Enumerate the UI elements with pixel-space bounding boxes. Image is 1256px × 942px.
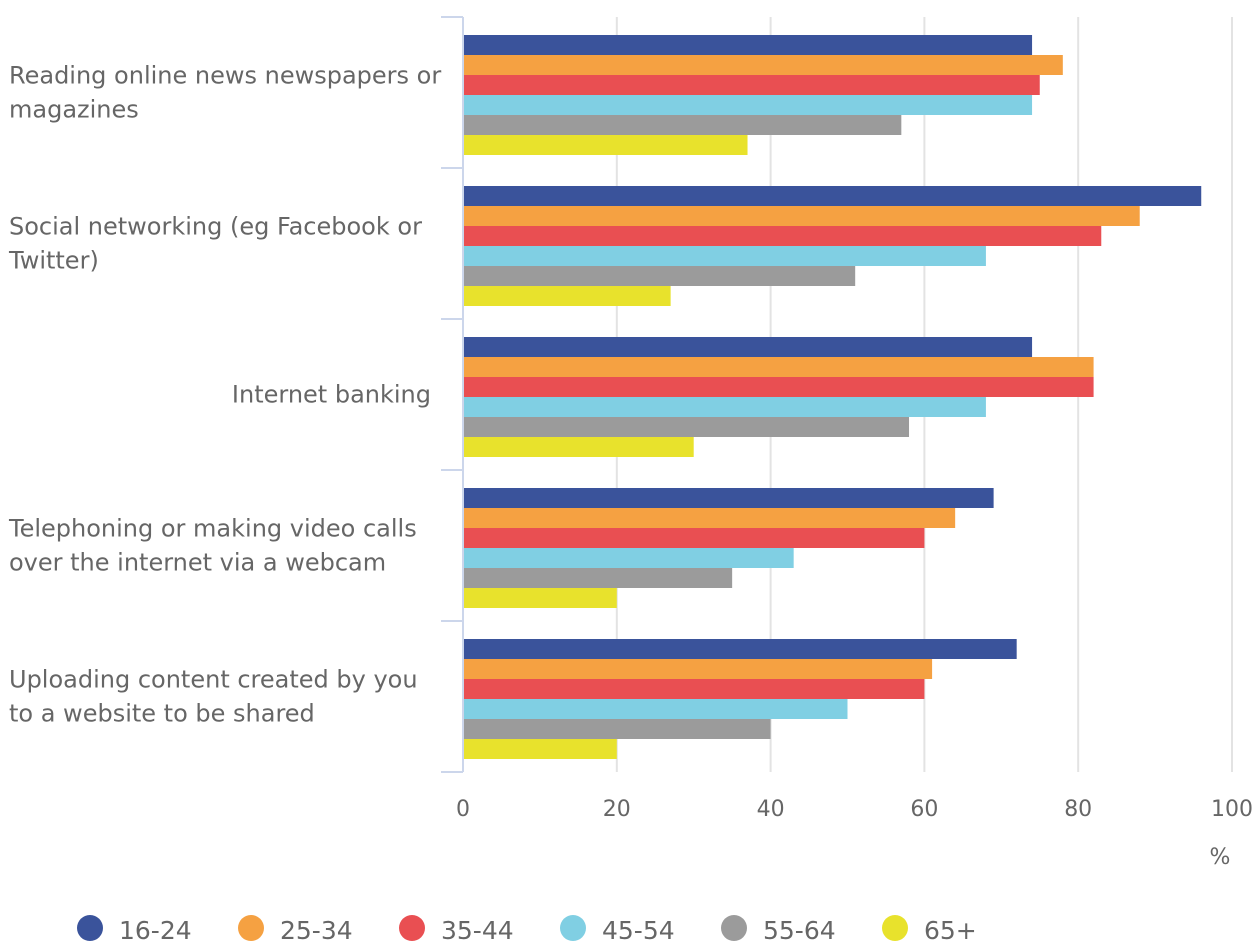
legend-marker bbox=[399, 915, 425, 941]
legend-marker bbox=[560, 915, 586, 941]
legend-label: 45-54 bbox=[602, 916, 675, 942]
bar bbox=[463, 528, 925, 548]
category-axis bbox=[441, 16, 464, 773]
bar bbox=[463, 397, 986, 417]
category-label-line: magazines bbox=[9, 96, 139, 124]
category-label-line: Telephoning or making video calls bbox=[8, 515, 417, 543]
bar bbox=[463, 548, 794, 568]
legend: 16-24 25-34 35-44 45-54 55-64 65+ bbox=[77, 915, 977, 942]
category-label-line: Twitter) bbox=[8, 247, 99, 275]
bar bbox=[463, 508, 956, 528]
bar bbox=[463, 286, 671, 306]
bar bbox=[463, 95, 1033, 115]
x-tick-label: 0 bbox=[456, 797, 470, 822]
bar bbox=[463, 246, 986, 266]
bar bbox=[463, 186, 1202, 206]
legend-item[interactable]: 25-34 bbox=[238, 915, 353, 942]
category-label: Internet banking bbox=[232, 381, 431, 409]
legend-label: 16-24 bbox=[119, 916, 192, 942]
legend-item[interactable]: 45-54 bbox=[560, 915, 675, 942]
category-label-line: Uploading content created by you bbox=[9, 666, 418, 694]
bar bbox=[463, 377, 1094, 397]
bar bbox=[463, 639, 1017, 659]
x-tick-label: 80 bbox=[1064, 797, 1092, 822]
x-tick-label: 100 bbox=[1211, 797, 1253, 822]
bar bbox=[463, 437, 694, 457]
x-tick-label: 60 bbox=[910, 797, 938, 822]
category-label: Social networking (eg Facebook or Twitter… bbox=[8, 213, 422, 275]
x-tick-labels: 0 20 40 60 80 100 bbox=[456, 797, 1253, 822]
category-label-line: over the internet via a webcam bbox=[9, 549, 386, 577]
x-tick-label: 40 bbox=[757, 797, 785, 822]
legend-item[interactable]: 55-64 bbox=[721, 915, 836, 942]
bar bbox=[463, 588, 617, 608]
legend-label: 55-64 bbox=[763, 916, 836, 942]
bar bbox=[463, 417, 910, 437]
legend-marker bbox=[882, 915, 908, 941]
category-label-line: to a website to be shared bbox=[9, 700, 315, 728]
bar bbox=[463, 35, 1033, 55]
bar bbox=[463, 739, 617, 759]
bar bbox=[463, 75, 1040, 95]
legend-marker bbox=[77, 915, 103, 941]
bar bbox=[463, 135, 748, 155]
bar bbox=[463, 488, 994, 508]
bar bbox=[463, 357, 1094, 377]
legend-label: 35-44 bbox=[441, 916, 514, 942]
bar bbox=[463, 337, 1033, 357]
category-label-line: Reading online news newspapers or bbox=[9, 62, 441, 90]
category-label: Uploading content created by you to a web… bbox=[9, 666, 418, 728]
bar bbox=[463, 568, 733, 588]
category-label: Telephoning or making video calls over th… bbox=[8, 515, 417, 577]
legend-item[interactable]: 16-24 bbox=[77, 915, 192, 942]
bar bbox=[463, 266, 856, 286]
legend-marker bbox=[238, 915, 264, 941]
category-label-line: Internet banking bbox=[232, 381, 431, 409]
bar bbox=[463, 206, 1140, 226]
bars bbox=[463, 35, 1202, 759]
legend-label: 25-34 bbox=[280, 916, 353, 942]
legend-item[interactable]: 35-44 bbox=[399, 915, 514, 942]
bar bbox=[463, 679, 925, 699]
bar bbox=[463, 699, 848, 719]
category-labels: Reading online news newspapers or magazin… bbox=[8, 62, 441, 728]
bar bbox=[463, 55, 1063, 75]
bar bbox=[463, 115, 902, 135]
bar bbox=[463, 226, 1102, 246]
x-tick-label: 20 bbox=[603, 797, 631, 822]
bar bbox=[463, 719, 771, 739]
legend-label: 65+ bbox=[924, 916, 977, 942]
category-label-line: Social networking (eg Facebook or bbox=[9, 213, 422, 241]
bar bbox=[463, 659, 933, 679]
category-label: Reading online news newspapers or magazin… bbox=[9, 62, 441, 124]
legend-item[interactable]: 65+ bbox=[882, 915, 977, 942]
legend-marker bbox=[721, 915, 747, 941]
x-axis-unit-label: % bbox=[1210, 845, 1231, 870]
